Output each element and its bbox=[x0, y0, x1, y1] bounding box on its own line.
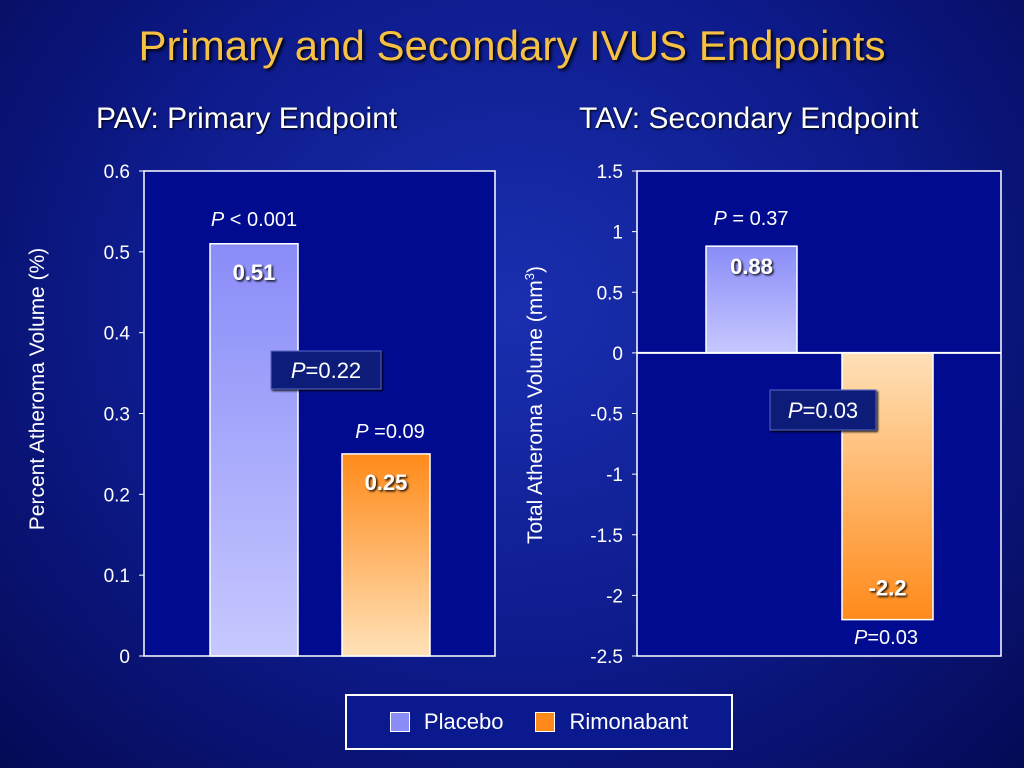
p-value-box-1 bbox=[270, 350, 382, 390]
plot-area-1 bbox=[143, 170, 496, 657]
y-tick-label: -1 bbox=[606, 465, 623, 486]
p-value-between-2: P=0.03 bbox=[788, 398, 858, 423]
data-label-placebo-1: 0.51 bbox=[233, 260, 276, 285]
legend-label-placebo: Placebo bbox=[423, 709, 504, 734]
chart1-title: PAV: Primary Endpoint bbox=[96, 102, 398, 135]
p-value-placebo-2: P = 0.37 bbox=[713, 208, 788, 230]
y-tick-label: -2.5 bbox=[590, 647, 623, 668]
legend-label-rimonabant: Rimonabant bbox=[569, 709, 689, 734]
p-value-box-2 bbox=[769, 389, 877, 431]
p-value-between-1: P=0.22 bbox=[291, 358, 361, 383]
y-tick-label: 0.4 bbox=[104, 324, 131, 345]
y-tick-label: 0.6 bbox=[104, 162, 130, 183]
data-label-placebo-2: 0.88 bbox=[730, 254, 773, 279]
bar-placebo-1 bbox=[209, 243, 299, 657]
legend-item-rimonabant: Rimonabant bbox=[535, 709, 688, 735]
y-tick-label: 0.3 bbox=[104, 405, 130, 426]
y-axis-label-1: Percent Atheroma Volume (%) bbox=[26, 248, 49, 530]
y-tick-label: 0 bbox=[612, 344, 623, 365]
y-tick-label: 0 bbox=[119, 647, 130, 668]
y-tick-label: -0.5 bbox=[590, 405, 623, 426]
y-tick-label: 1 bbox=[612, 223, 623, 244]
y-tick-label: 1.5 bbox=[597, 162, 623, 183]
data-label-rimonabant-2: -2.2 bbox=[869, 576, 907, 601]
legend: Placebo Rimonabant bbox=[345, 694, 733, 750]
p-value-rimonabant-2: P=0.03 bbox=[854, 627, 918, 649]
y-axis-label-2: Total Atheroma Volume (mm3) bbox=[522, 266, 547, 544]
data-label-rimonabant-1: 0.25 bbox=[365, 470, 408, 495]
y-tick-label: -1.5 bbox=[590, 526, 623, 547]
y-tick-label: 0.5 bbox=[104, 243, 130, 264]
chart2-title: TAV: Secondary Endpoint bbox=[579, 102, 919, 135]
legend-item-placebo: Placebo bbox=[389, 709, 504, 735]
p-value-placebo-1: P < 0.001 bbox=[211, 209, 297, 231]
slide-title: Primary and Secondary IVUS Endpoints bbox=[138, 22, 886, 69]
y-tick-label: -2 bbox=[606, 586, 623, 607]
y-tick-label: 0.1 bbox=[104, 566, 130, 587]
bar-placebo-2 bbox=[705, 245, 798, 354]
y-tick-label: 0.2 bbox=[104, 485, 130, 506]
p-value-rimonabant-1: P =0.09 bbox=[355, 421, 425, 443]
placebo-swatch bbox=[389, 712, 410, 732]
bar-rimonabant-1 bbox=[341, 453, 431, 657]
y-tick-label: 0.5 bbox=[597, 283, 623, 304]
rimonabant-swatch bbox=[535, 712, 556, 732]
